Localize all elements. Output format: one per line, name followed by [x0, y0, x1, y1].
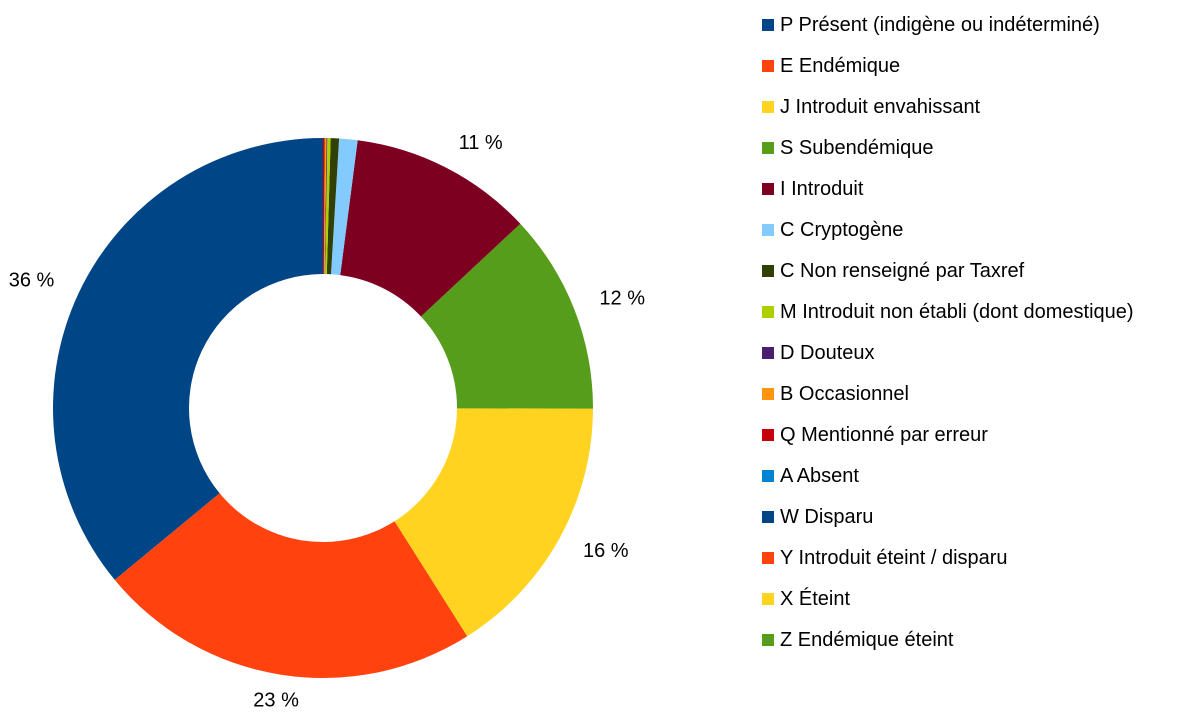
- legend-item: Z Endémique éteint: [760, 628, 1190, 652]
- legend-swatch: [762, 552, 774, 564]
- legend-swatch: [762, 183, 774, 195]
- legend-item: E Endémique: [760, 54, 1190, 78]
- legend-item: B Occasionnel: [760, 382, 1190, 406]
- slice: [114, 493, 468, 678]
- chart: 36 % 23 % 16 % 12 % 11 %: [9, 132, 645, 712]
- legend-item: Y Introduit éteint / disparu: [760, 546, 1190, 570]
- legend-item: D Douteux: [760, 341, 1190, 365]
- legend-swatch: [762, 101, 774, 113]
- legend-swatch: [762, 19, 774, 31]
- slice: [394, 408, 593, 637]
- legend-label: X Éteint: [780, 588, 851, 610]
- slice: [323, 138, 325, 275]
- legend-swatch: [762, 511, 774, 523]
- data-label: 23 %: [253, 690, 299, 712]
- legend-item: W Disparu: [760, 505, 1190, 529]
- legend-swatch: [762, 265, 774, 277]
- slice: [420, 223, 593, 409]
- legend-swatch: [762, 388, 774, 400]
- legend: P Présent (indigène ou indéterminé) E End…: [760, 13, 1190, 669]
- legend-item: M Introduit non établi (dont domestique): [760, 300, 1190, 324]
- legend-item: J Introduit envahissant: [760, 95, 1190, 119]
- legend-label: E Endémique: [780, 55, 901, 77]
- slice: [323, 138, 327, 275]
- legend-item: P Présent (indigène ou indéterminé): [760, 13, 1190, 37]
- legend-label: Z Endémique éteint: [780, 629, 954, 651]
- legend-item: C Non renseigné par Taxref: [760, 259, 1190, 283]
- legend-swatch: [762, 593, 774, 605]
- legend-swatch: [762, 224, 774, 236]
- legend-label: B Occasionnel: [780, 383, 909, 405]
- legend-item: X Éteint: [760, 587, 1190, 611]
- data-label: 12 %: [599, 288, 645, 310]
- legend-swatch: [762, 347, 774, 359]
- legend-label: C Cryptogène: [780, 219, 904, 241]
- legend-swatch: [762, 470, 774, 482]
- legend-label: Q Mentionné par erreur: [780, 424, 988, 446]
- slice: [324, 138, 328, 275]
- slice: [340, 140, 521, 317]
- data-label: 16 %: [583, 540, 629, 562]
- slice: [52, 138, 324, 580]
- legend-label: S Subendémique: [780, 137, 934, 159]
- slice: [325, 138, 331, 275]
- legend-label: Y Introduit éteint / disparu: [780, 547, 1008, 569]
- legend-item: I Introduit: [760, 177, 1190, 201]
- slice: [326, 138, 340, 275]
- legend-item: C Cryptogène: [760, 218, 1190, 242]
- legend-swatch: [762, 60, 774, 72]
- legend-item: Q Mentionné par erreur: [760, 423, 1190, 447]
- legend-item: S Subendémique: [760, 136, 1190, 160]
- legend-item: A Absent: [760, 464, 1190, 488]
- legend-swatch: [762, 429, 774, 441]
- legend-label: M Introduit non établi (dont domestique): [780, 301, 1134, 323]
- legend-label: C Non renseigné par Taxref: [780, 260, 1025, 282]
- legend-swatch: [762, 306, 774, 318]
- slice: [330, 138, 358, 276]
- legend-label: W Disparu: [780, 506, 874, 528]
- legend-label: A Absent: [780, 465, 859, 487]
- legend-label: J Introduit envahissant: [780, 96, 981, 118]
- legend-label: P Présent (indigène ou indéterminé): [780, 14, 1100, 36]
- legend-label: I Introduit: [780, 178, 864, 200]
- data-label: 36 %: [9, 270, 55, 292]
- legend-swatch: [762, 634, 774, 646]
- data-label: 11 %: [459, 132, 503, 154]
- legend-swatch: [762, 142, 774, 154]
- legend-label: D Douteux: [780, 342, 875, 364]
